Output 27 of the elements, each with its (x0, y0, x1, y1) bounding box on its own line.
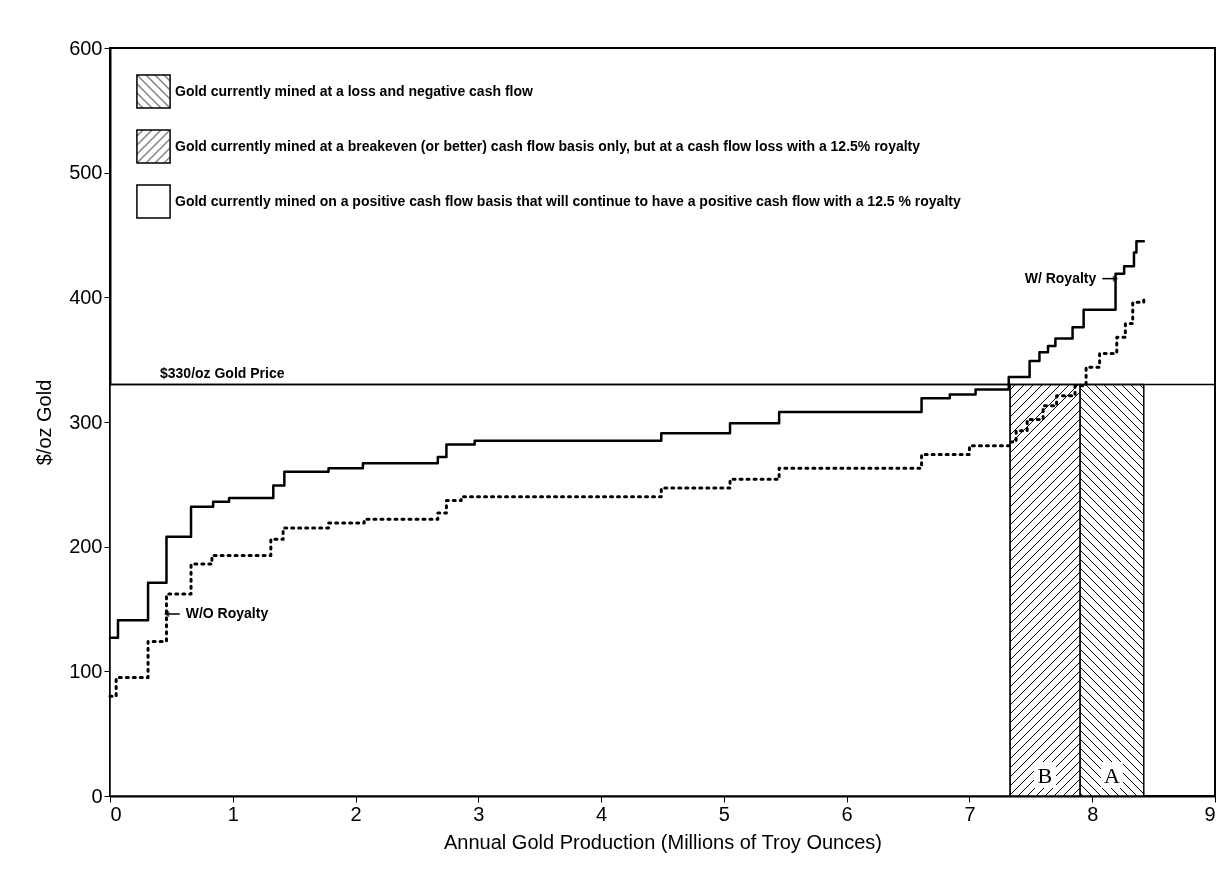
x-tick-label: 9 (1204, 802, 1216, 825)
ref-line-label: $330/oz Gold Price (160, 364, 285, 381)
y-axis-title: $/oz Gold (33, 379, 56, 466)
x-tick-label: 1 (227, 802, 239, 825)
x-tick-label: 6 (841, 802, 853, 825)
legend-label: Gold currently mined at a loss and negative cash flow (175, 82, 533, 99)
annotation: W/O Royalty (185, 604, 269, 621)
y-tick-label: 500 (69, 161, 103, 184)
annotation: A (1103, 763, 1120, 788)
annotation: B (1037, 763, 1053, 788)
x-axis-title: Annual Gold Production (Millions of Troy Ounces) (444, 830, 882, 853)
x-tick-label: 4 (596, 802, 608, 825)
annotation: W/ Royalty (1024, 269, 1097, 286)
y-tick-label: 0 (91, 784, 103, 807)
x-tick-label: 0 (110, 802, 122, 825)
x-tick-label: 7 (964, 802, 976, 825)
x-tick-label: 3 (473, 802, 485, 825)
y-tick-label: 300 (69, 410, 103, 433)
x-tick-label: 5 (718, 802, 730, 825)
x-tick-label: 2 (350, 802, 362, 825)
y-tick-label: 400 (69, 285, 103, 308)
y-tick-label: 600 (69, 36, 103, 59)
x-tick-label: 8 (1087, 802, 1099, 825)
y-tick-label: 200 (69, 535, 103, 558)
legend-label: Gold currently mined on a positive cash flow basis that will continue to have a positive cash flow with a 12.5 % royalty (175, 192, 961, 209)
y-tick-label: 100 (69, 659, 103, 682)
legend-label: Gold currently mined at a breakeven (or better) cash flow basis only, but at a cash flow loss with a 12.5% royalty (175, 137, 921, 154)
